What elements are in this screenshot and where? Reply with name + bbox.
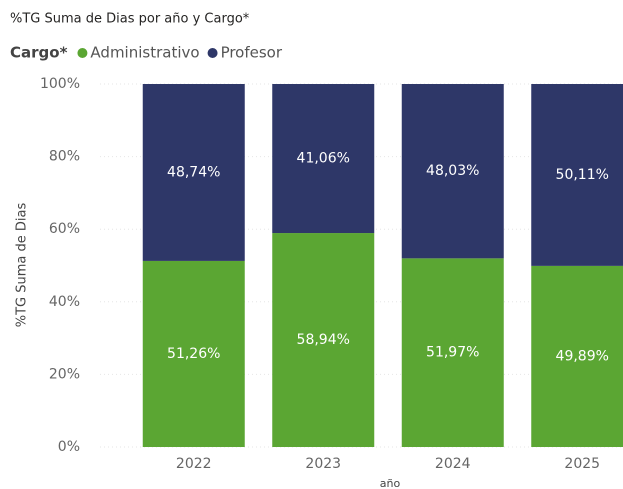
y-axis-label: %TG Suma de Dias bbox=[15, 203, 30, 328]
y-tick-label: 60% bbox=[49, 221, 80, 237]
x-axis-label: año bbox=[380, 477, 401, 489]
x-tick-label: 2025 bbox=[564, 456, 600, 472]
legend-marker bbox=[207, 48, 218, 58]
y-tick-label: 0% bbox=[58, 439, 80, 455]
y-tick-label: 100% bbox=[40, 76, 80, 92]
y-tick-label: 20% bbox=[49, 366, 80, 382]
bar-segment bbox=[401, 84, 504, 259]
bar-segment bbox=[272, 84, 375, 234]
chart-title: %TG Suma de Dias por año y Cargo* bbox=[10, 12, 250, 27]
legend-title: Cargo* bbox=[10, 44, 68, 62]
data-label: 50,11% bbox=[556, 167, 609, 183]
x-tick-label: 2023 bbox=[305, 456, 341, 472]
bar-segment bbox=[401, 258, 504, 447]
y-tick-label: 80% bbox=[49, 149, 80, 165]
x-tick-label: 2022 bbox=[176, 456, 212, 472]
bar-segment bbox=[142, 260, 245, 447]
data-label: 48,74% bbox=[167, 164, 220, 180]
bar-segment bbox=[142, 84, 245, 261]
data-label: 51,26% bbox=[167, 346, 220, 362]
x-tick-label: 2024 bbox=[435, 456, 471, 472]
bar-segment bbox=[531, 265, 623, 447]
data-label: 41,06% bbox=[297, 151, 350, 167]
legend-label: Profesor bbox=[221, 44, 283, 62]
data-label: 58,94% bbox=[297, 332, 350, 348]
data-label: 48,03% bbox=[426, 163, 479, 179]
legend-marker bbox=[77, 48, 88, 58]
bar-segment bbox=[531, 84, 623, 266]
y-tick-label: 40% bbox=[49, 294, 80, 310]
data-label: 51,97% bbox=[426, 345, 479, 361]
bar-segment bbox=[272, 233, 375, 447]
data-label: 49,89% bbox=[556, 348, 609, 364]
legend-label: Administrativo bbox=[90, 44, 199, 62]
